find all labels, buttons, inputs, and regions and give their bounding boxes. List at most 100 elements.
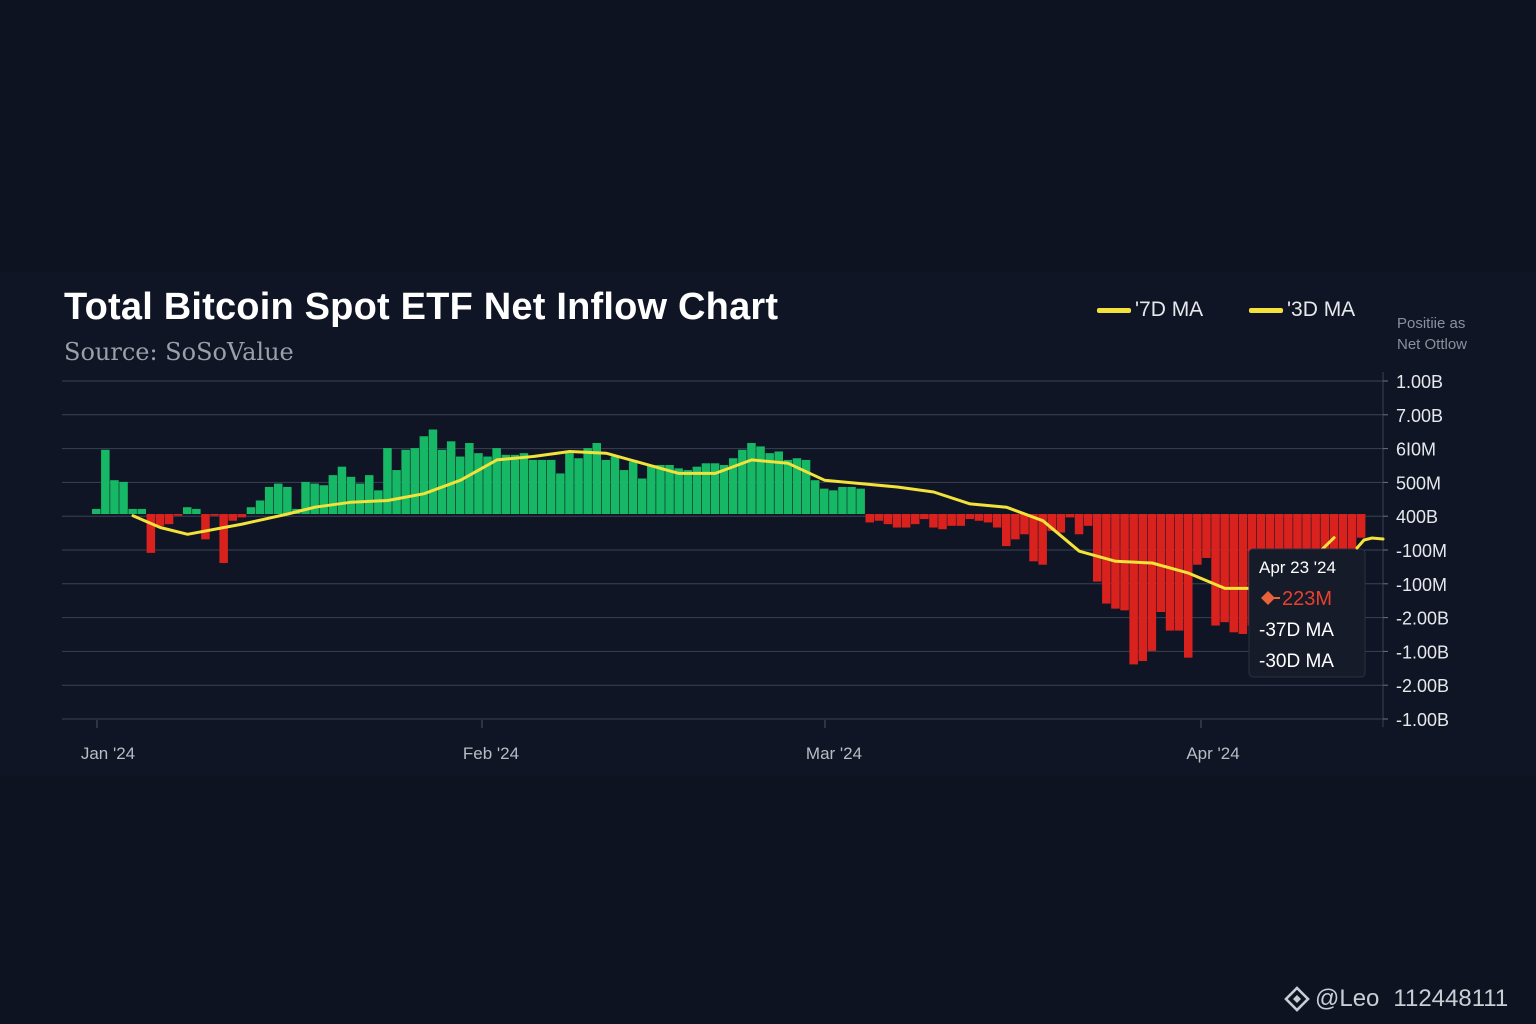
outflow-bar bbox=[892, 514, 902, 528]
chart-title: Total Bitcoin Spot ETF Net Inflow Chart bbox=[64, 286, 779, 328]
y-tick-label: -2.00B bbox=[1396, 609, 1449, 629]
inflow-bar bbox=[337, 466, 347, 514]
outflow-bar bbox=[938, 514, 947, 530]
inflow-bar bbox=[756, 446, 765, 514]
outflow-bar bbox=[1083, 514, 1093, 526]
tooltip-date: Apr 23 '24 bbox=[1259, 558, 1336, 577]
outflow-bar bbox=[1020, 514, 1029, 535]
outflow-bar bbox=[1174, 514, 1184, 631]
axis-note-line: Net Ottlow bbox=[1397, 336, 1468, 353]
outflow-bar bbox=[219, 514, 228, 564]
outflow-bar bbox=[911, 514, 920, 525]
inflow-bar bbox=[710, 463, 720, 514]
watermark-id: 112448111 bbox=[1393, 985, 1509, 1012]
outflow-bar bbox=[1184, 514, 1193, 658]
legend-swatch-icon bbox=[1249, 307, 1283, 313]
inflow-bar bbox=[701, 463, 711, 514]
inflow-bar bbox=[465, 443, 474, 514]
inflow-bar bbox=[528, 459, 538, 514]
inflow-bar bbox=[183, 507, 192, 514]
outflow-bar bbox=[146, 514, 156, 553]
outflow-bar bbox=[1211, 514, 1220, 626]
inflow-bar bbox=[419, 436, 429, 514]
outflow-bar bbox=[1047, 514, 1056, 531]
inflow-bar bbox=[829, 490, 838, 514]
outflow-bar bbox=[1074, 514, 1084, 535]
inflow-bar bbox=[446, 441, 456, 514]
outflow-bar bbox=[947, 514, 956, 526]
inflow-bar bbox=[574, 458, 583, 514]
binance-diamond-icon bbox=[1284, 986, 1310, 1012]
ma-line-tail bbox=[1355, 536, 1385, 550]
inflow-bar bbox=[847, 486, 856, 514]
y-tick-label: -100M bbox=[1396, 541, 1447, 561]
inflow-bar bbox=[128, 508, 137, 514]
axis-note-line: Positiie as bbox=[1397, 315, 1466, 332]
axis-note: Positiie as Net Ottlow bbox=[1397, 313, 1507, 355]
outflow-bar bbox=[974, 514, 984, 521]
outflow-bar bbox=[1165, 514, 1175, 631]
outflow-bar bbox=[237, 514, 247, 518]
y-tick-label: 500M bbox=[1396, 473, 1441, 493]
x-tick-label: Feb '24 bbox=[463, 744, 519, 763]
inflow-bar bbox=[383, 448, 392, 514]
inflow-bar bbox=[328, 475, 338, 514]
inflow-bar bbox=[565, 453, 574, 514]
outflow-bar bbox=[155, 514, 165, 526]
inflow-bar bbox=[346, 476, 356, 514]
outflow-bar bbox=[883, 514, 893, 525]
x-tick-label: Jan '24 bbox=[81, 744, 135, 763]
y-tick-label: 7.00B bbox=[1396, 406, 1443, 426]
outflow-bar bbox=[1011, 514, 1020, 540]
y-tick-label: -2.00B bbox=[1396, 676, 1449, 696]
inflow-bar bbox=[501, 454, 510, 514]
inflow-bar bbox=[738, 449, 747, 514]
inflow-bar bbox=[92, 508, 101, 514]
outflow-bar bbox=[929, 514, 938, 528]
y-tick-label: 6I0M bbox=[1396, 440, 1436, 460]
outflow-bar bbox=[1156, 514, 1166, 613]
legend-swatch-icon bbox=[1097, 307, 1131, 313]
legend-item-7d-ma[interactable]: '7D MA bbox=[1097, 296, 1203, 324]
inflow-bar bbox=[665, 464, 674, 514]
inflow-bar bbox=[392, 470, 401, 514]
legend-label: '7D MA bbox=[1135, 298, 1204, 321]
x-tick-label: Apr '24 bbox=[1186, 744, 1239, 763]
inflow-bar bbox=[747, 443, 756, 514]
ma-line bbox=[131, 450, 1336, 590]
inflow-bar bbox=[246, 507, 256, 514]
inflow-bar bbox=[729, 458, 738, 514]
outflow-bar bbox=[1038, 514, 1047, 565]
inflow-bar bbox=[319, 485, 328, 514]
legend-item-3d-ma[interactable]: '3D MA bbox=[1249, 296, 1355, 324]
inflow-bar bbox=[583, 448, 592, 514]
outflow-bar bbox=[1356, 514, 1366, 538]
outflow-bar bbox=[965, 514, 975, 520]
outflow-bar bbox=[1229, 514, 1238, 633]
inflow-bar bbox=[119, 481, 128, 514]
inflow-bar bbox=[820, 488, 829, 514]
outflow-bar bbox=[1193, 514, 1202, 565]
inflow-bar bbox=[792, 458, 802, 514]
y-tick-label: -100M bbox=[1396, 575, 1447, 595]
outflow-bar bbox=[228, 514, 237, 521]
inflow-bar bbox=[774, 451, 783, 514]
inflow-bar bbox=[856, 488, 865, 514]
inflow-bar bbox=[492, 448, 501, 514]
inflow-bar bbox=[310, 483, 319, 514]
inflow-bar bbox=[510, 454, 520, 514]
chart-source: Source: SoSoValue bbox=[64, 338, 294, 366]
y-tick-label: -1.00B bbox=[1396, 642, 1449, 662]
inflow-bar bbox=[619, 470, 629, 514]
outflow-bar bbox=[1220, 514, 1229, 623]
y-tick-label: -1.00B bbox=[1396, 710, 1449, 730]
inflow-bar bbox=[437, 449, 447, 514]
outflow-bar bbox=[1093, 514, 1102, 582]
y-tick-label: 1.00B bbox=[1396, 372, 1443, 392]
inflow-bar bbox=[365, 475, 374, 514]
inflow-bar bbox=[628, 461, 638, 514]
outflow-bar bbox=[164, 514, 174, 525]
outflow-bar bbox=[1002, 514, 1011, 547]
